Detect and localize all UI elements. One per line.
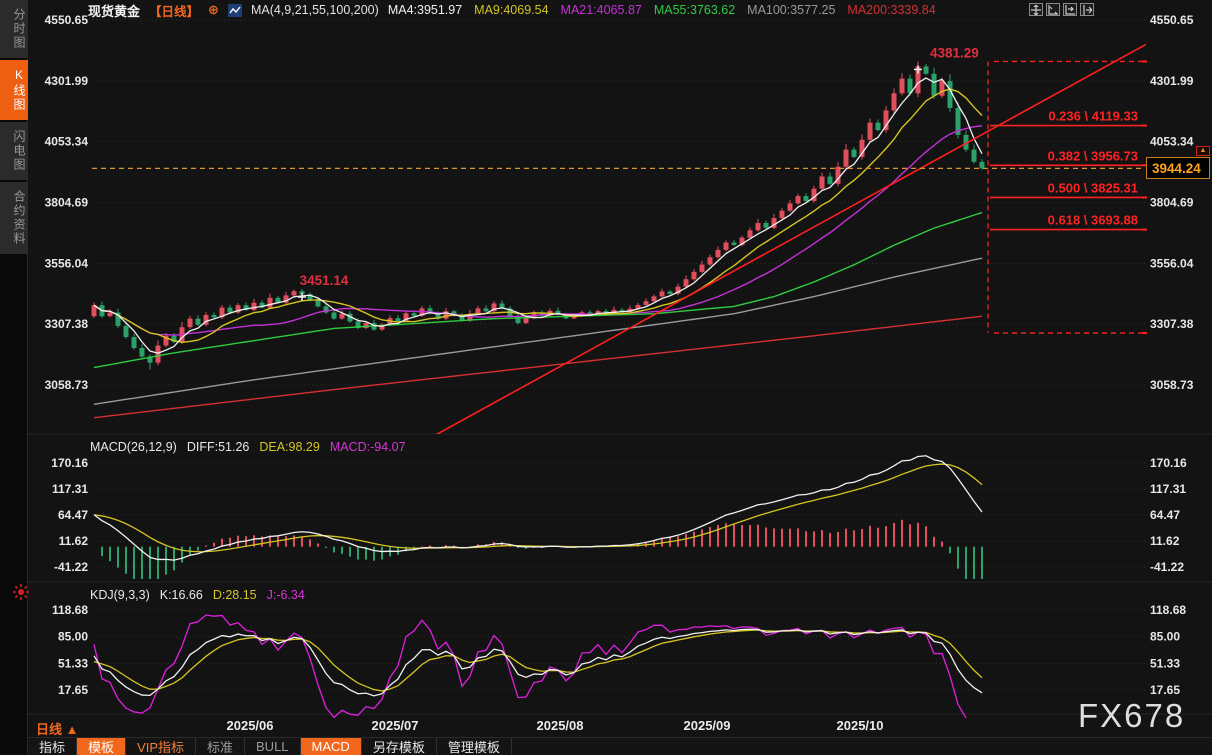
axis-tick-label: 4301.99: [45, 74, 89, 88]
axis-tick-label: 64.47: [1150, 508, 1180, 522]
fib-level-label: 0.618 \ 3693.88: [1048, 213, 1138, 228]
axis-tick-label: -41.22: [54, 560, 88, 574]
fib-level-label: 0.236 \ 4119.33: [1048, 109, 1138, 124]
zoom-x-axis-icon[interactable]: [1063, 3, 1077, 16]
toolbar-item-指标[interactable]: 指标: [28, 738, 78, 755]
kdj-d: D:28.15: [212, 588, 257, 602]
axis-tick-label: 117.31: [1150, 482, 1186, 496]
chart-tools: [1029, 3, 1094, 16]
triangle-up-icon: ▲: [65, 722, 79, 737]
date-axis-label: 2025/08: [537, 718, 584, 733]
ma-legend-item: MA21:4065.87: [560, 3, 642, 17]
macd-diff: DIFF:51.26: [186, 440, 250, 454]
axis-tick-label: 3058.73: [1150, 378, 1194, 392]
macd-dea: DEA:98.29: [259, 440, 320, 454]
peak-price-label: 4381.29: [930, 45, 979, 60]
date-axis-label: 2025/09: [684, 718, 731, 733]
axis-tick-label: 170.16: [51, 456, 88, 470]
axis-tick-label: 85.00: [58, 630, 88, 644]
sidebar-tab-3[interactable]: 闪电图: [0, 122, 28, 180]
axis-tick-label: 4550.65: [1150, 13, 1194, 27]
bottom-toolbar: 指标 模板 VIP指标 标准 BULL MACD 另存模板 管理模板: [28, 737, 1212, 755]
top-legend-bar: 现货黄金 【日线】 ⊕ MA(4,9,21,55,100,200) MA4:39…: [88, 2, 936, 19]
ma-legend: MA4:3951.97 MA9:4069.54 MA21:4065.87 MA55:3…: [388, 3, 936, 17]
macd-header: MACD(26,12,9) DIFF:51.26 DEA:98.29 MACD:…: [90, 440, 406, 454]
date-axis-label: 2025/06: [227, 718, 274, 733]
axis-tick-label: 3804.69: [1150, 196, 1194, 210]
axis-tick-label: 4053.34: [1150, 135, 1194, 149]
ma-legend-item: MA200:3339.84: [847, 3, 936, 17]
axis-tick-label: 85.00: [1150, 630, 1180, 644]
kdj-j: J:-6.34: [266, 588, 305, 602]
axis-tick-label: 4053.34: [45, 135, 89, 149]
axis-tick-label: 64.47: [58, 508, 88, 522]
axis-tick-label: 51.33: [58, 656, 88, 670]
price-alert-icon[interactable]: ▲: [1196, 146, 1210, 156]
toolbar-item-VIP指标[interactable]: VIP指标: [126, 738, 196, 755]
axis-tick-label: 3058.73: [45, 378, 89, 392]
axis-tick-label: 3307.38: [45, 317, 89, 331]
kdj-params: KDJ(9,3,3): [90, 588, 150, 602]
exit-right-icon[interactable]: [1080, 3, 1094, 16]
fib-level-label: 0.500 \ 3825.31: [1048, 180, 1138, 195]
zoom-y-axis-icon[interactable]: [1046, 3, 1060, 16]
toolbar-item-MACD[interactable]: MACD: [300, 738, 362, 755]
symbol-name: 现货黄金: [88, 3, 141, 19]
sidebar-tab-4[interactable]: 合约资料: [0, 182, 28, 254]
ma-legend-item: MA4:3951.97: [387, 3, 463, 17]
sidebar-tab-1[interactable]: 分时图: [0, 0, 28, 58]
date-axis-label: 2025/07: [372, 718, 419, 733]
ma-legend-item: MA55:3763.62: [653, 3, 736, 17]
axis-tick-label: 3804.69: [45, 196, 89, 210]
toolbar-item-模板[interactable]: 模板: [77, 738, 127, 755]
current-price-badge: 3944.24: [1146, 157, 1210, 179]
axis-tick-label: 3556.04: [1150, 256, 1194, 270]
axis-tick-label: 51.33: [1150, 656, 1180, 670]
axis-tick-label: 118.68: [1150, 603, 1186, 617]
axis-tick-label: 17.65: [58, 683, 88, 697]
sidebar: 分时图 K线图 闪电图 合约资料: [0, 0, 28, 755]
pan-icon[interactable]: [1029, 3, 1043, 16]
ma-legend-item: MA100:3577.25: [747, 3, 836, 17]
fib-level-label: 0.382 \ 3956.73: [1048, 148, 1138, 163]
ma-params-label: MA(4,9,21,55,100,200): [250, 3, 379, 17]
toolbar-item-标准[interactable]: 标准: [196, 738, 246, 755]
period-label: 【日线】: [149, 4, 200, 19]
sidebar-tab-2[interactable]: K线图: [0, 60, 28, 120]
alert-starburst-icon[interactable]: [12, 583, 30, 606]
axis-tick-label: 118.68: [52, 603, 88, 617]
watermark: FX678: [1078, 697, 1186, 734]
macd-value: MACD:-94.07: [329, 440, 406, 454]
peak-price-label: 3451.14: [300, 273, 349, 288]
axis-tick-label: 170.16: [1150, 456, 1187, 470]
axis-tick-label: 11.62: [59, 534, 89, 548]
axis-tick-label: 3556.04: [45, 256, 89, 270]
kdj-k: K:16.66: [159, 588, 203, 602]
axis-tick-label: 3307.38: [1150, 317, 1194, 331]
toolbar-item-管理模板[interactable]: 管理模板: [437, 738, 512, 755]
date-axis-label: 2025/10: [837, 718, 884, 733]
add-indicator-icon[interactable]: ⊕: [208, 2, 219, 17]
ma-legend-item: MA9:4069.54: [474, 3, 549, 17]
indicator-chart-icon[interactable]: [227, 3, 242, 17]
axis-tick-label: 117.31: [52, 482, 88, 496]
axis-tick-label: 17.65: [1150, 683, 1180, 697]
macd-params: MACD(26,12,9): [90, 440, 177, 454]
axis-tick-label: 11.62: [1150, 534, 1180, 548]
axis-tick-label: 4301.99: [1150, 74, 1194, 88]
toolbar-item-BULL[interactable]: BULL: [245, 738, 301, 755]
toolbar-item-另存模板[interactable]: 另存模板: [362, 738, 437, 755]
axis-tick-label: 4550.65: [45, 13, 89, 27]
kdj-header: KDJ(9,3,3) K:16.66 D:28.15 J:-6.34: [90, 588, 305, 602]
period-dropdown[interactable]: 日线 ▲: [36, 722, 79, 737]
axis-tick-label: -41.22: [1150, 560, 1184, 574]
